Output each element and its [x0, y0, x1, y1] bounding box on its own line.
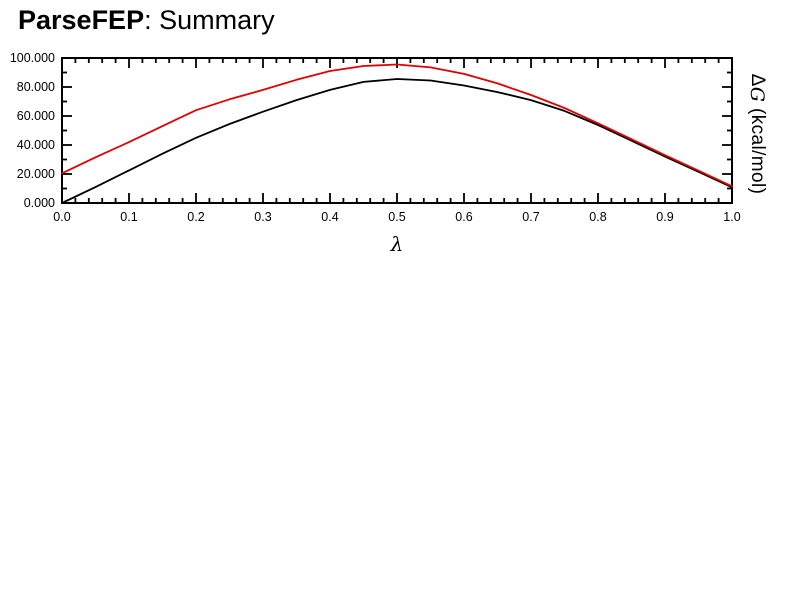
free-energy-chart: 0.0 0.1 0.2 0.3 0.4 0.5 0.6 0.7 0.8 0.9 1.0 0.000 20…	[10, 51, 741, 224]
x-tick-label: 0.3	[254, 210, 271, 224]
x-tick-label: 0.1	[120, 210, 137, 224]
x-tick-label: 0.9	[656, 210, 673, 224]
x-tick-label: 0.8	[589, 210, 606, 224]
x-tick-label: 1.0	[723, 210, 740, 224]
x-axis-label-lambda: λ	[390, 232, 404, 256]
page-title: ParseFEP: Summary	[18, 5, 275, 36]
x-tick-label: 0.4	[321, 210, 338, 224]
g-symbol: G	[746, 86, 768, 103]
page-title-app-name: ParseFEP	[18, 5, 145, 35]
page-title-suffix: : Summary	[144, 5, 275, 35]
delta-symbol: Δ	[747, 73, 768, 87]
y-tick-label: 100.000	[10, 51, 55, 65]
x-tick-label: 0.6	[455, 210, 472, 224]
y-tick-label: 80.000	[17, 80, 55, 94]
y-axis-units: (kcal/mol)	[747, 102, 768, 195]
x-tick-label: 0.5	[388, 210, 405, 224]
y-tick-label: 20.000	[17, 167, 55, 181]
curve-backward	[61, 63, 733, 188]
y-tick-label: 60.000	[17, 109, 55, 123]
x-tick-label: 0.0	[53, 210, 70, 224]
x-tick-label: 0.2	[187, 210, 204, 224]
curve-forward	[61, 78, 733, 204]
y-tick-label: 40.000	[17, 138, 55, 152]
y-tick-label: 0.000	[24, 196, 55, 210]
x-tick-label: 0.7	[522, 210, 539, 224]
